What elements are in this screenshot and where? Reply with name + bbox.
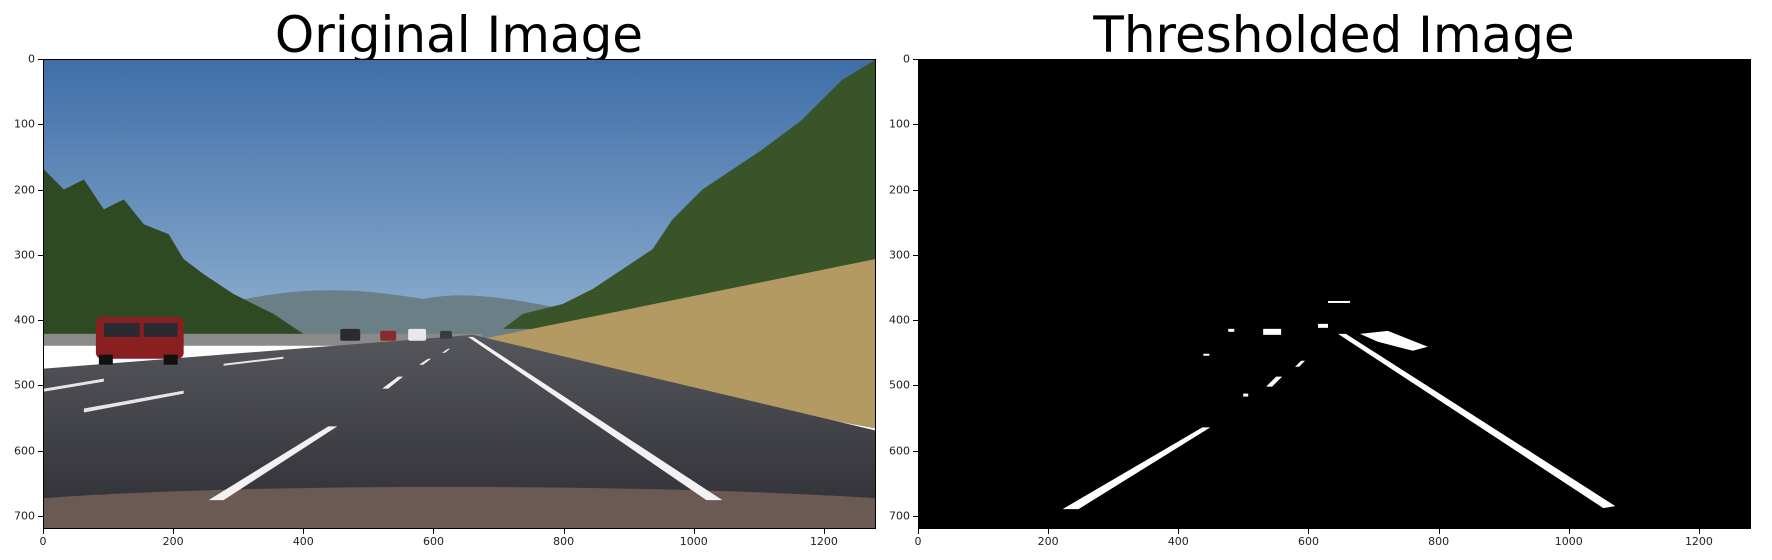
mask-speck-3 xyxy=(1318,323,1329,328)
thresholded-x-tick-label: 1000 xyxy=(1554,535,1583,548)
original-x-tick-label: 0 xyxy=(39,535,47,548)
original-x-tick-label: 400 xyxy=(292,535,314,548)
original-x-tick-mark xyxy=(43,529,44,534)
left-lane-dash-3 xyxy=(419,358,432,365)
road-foreground-edge xyxy=(44,486,875,528)
far-lane-dash-2 xyxy=(44,378,104,392)
left-trees xyxy=(44,169,304,344)
far-lane-dash-1 xyxy=(83,390,184,413)
thresholded-y-tick-mark xyxy=(913,450,918,452)
dark-car xyxy=(340,328,361,341)
left-lane-dash-2 xyxy=(382,376,404,389)
left-lane-dash-4 xyxy=(442,348,451,353)
original-y-tick-label: 200 xyxy=(14,183,35,197)
binary-lane-mask xyxy=(919,60,1750,528)
original-y-tick-mark xyxy=(38,385,43,387)
original-y-tick-label: 500 xyxy=(14,378,35,392)
right-lane-line xyxy=(467,336,723,501)
thresholded-x-tick-label: 400 xyxy=(1167,535,1189,548)
thresholded-image-panel xyxy=(918,59,1751,529)
thresholded-x-tick-mark xyxy=(1308,529,1310,534)
right-trees xyxy=(502,60,875,329)
thresholded-y-tick-mark xyxy=(913,124,918,126)
thresholded-x-tick-label: 800 xyxy=(1428,535,1450,548)
original-y-tick-label: 600 xyxy=(14,444,35,458)
mask-speck-5 xyxy=(1203,353,1210,356)
original-y-tick-label: 400 xyxy=(14,313,35,327)
red-suv xyxy=(95,316,184,365)
distant-hills xyxy=(223,290,563,339)
original-x-tick-label: 1200 xyxy=(809,535,838,548)
mask-right-shoulder-blob xyxy=(1359,330,1428,351)
thresholded-y-tick-label: 600 xyxy=(889,444,910,458)
thresholded-y-tick-label: 200 xyxy=(889,183,910,197)
original-x-tick-label: 200 xyxy=(162,535,184,548)
thresholded-x-tick-label: 600 xyxy=(1297,535,1319,548)
thresholded-x-tick-label: 1200 xyxy=(1684,535,1713,548)
original-x-tick-label: 800 xyxy=(553,535,575,548)
original-image-panel xyxy=(43,59,876,529)
right-grass xyxy=(482,259,875,429)
original-y-tick-mark xyxy=(38,59,43,60)
thresholded-y-tick-label: 100 xyxy=(889,117,910,131)
white-car xyxy=(408,328,427,341)
road-photo xyxy=(44,60,875,528)
far-lane-dash-3 xyxy=(223,356,284,366)
thresholded-y-tick-label: 300 xyxy=(889,248,910,262)
mask-speck-2 xyxy=(1228,328,1235,332)
left-barrier xyxy=(44,333,483,346)
original-y-tick-label: 300 xyxy=(14,248,35,262)
thresholded-x-tick-mark xyxy=(1568,529,1570,534)
original-x-tick-mark xyxy=(303,529,305,534)
thresholded-y-tick-label: 0 xyxy=(903,52,910,66)
mask-speck-6 xyxy=(1243,393,1249,397)
thresholded-y-tick-mark xyxy=(913,59,918,60)
original-y-tick-mark xyxy=(38,515,43,517)
original-y-tick-label: 100 xyxy=(14,117,35,131)
left-lane-dash-1 xyxy=(208,426,338,501)
thresholded-x-tick-label: 0 xyxy=(914,535,922,548)
mask-dash-2 xyxy=(1295,360,1306,367)
mask-dash-1 xyxy=(1266,376,1283,387)
thresholded-x-tick-mark xyxy=(918,529,919,534)
original-x-tick-mark xyxy=(693,529,695,534)
mask-speck-4 xyxy=(1328,300,1350,303)
original-y-tick-mark xyxy=(38,189,43,191)
original-y-tick-mark xyxy=(38,124,43,126)
red-car xyxy=(380,330,397,341)
original-x-tick-mark xyxy=(823,529,825,534)
thresholded-y-tick-mark xyxy=(913,385,918,387)
mask-right-lane-line xyxy=(1337,333,1616,509)
thresholded-x-tick-mark xyxy=(1178,529,1180,534)
original-x-tick-label: 1000 xyxy=(679,535,708,548)
thresholded-y-tick-label: 500 xyxy=(889,378,910,392)
thresholded-y-tick-mark xyxy=(913,515,918,517)
thresholded-y-tick-label: 400 xyxy=(889,313,910,327)
original-x-tick-mark xyxy=(173,529,175,534)
original-x-tick-mark xyxy=(563,529,565,534)
original-x-tick-label: 600 xyxy=(422,535,444,548)
thresholded-x-tick-mark xyxy=(1438,529,1440,534)
thresholded-image-title: Thresholded Image xyxy=(1093,6,1575,64)
mask-background xyxy=(919,60,1750,528)
original-y-tick-label: 0 xyxy=(28,52,35,66)
thresholded-y-tick-mark xyxy=(913,320,918,322)
thresholded-x-tick-label: 200 xyxy=(1037,535,1059,548)
original-image-title: Original Image xyxy=(274,6,644,64)
mask-speck-1 xyxy=(1263,328,1282,335)
original-x-tick-mark xyxy=(433,529,435,534)
thresholded-y-tick-mark xyxy=(913,254,918,256)
mask-left-lane-line xyxy=(1062,427,1211,510)
original-y-tick-mark xyxy=(38,450,43,452)
thresholded-y-tick-label: 700 xyxy=(889,509,910,523)
original-y-tick-mark xyxy=(38,320,43,322)
original-y-tick-label: 700 xyxy=(14,509,35,523)
thresholded-y-tick-mark xyxy=(913,189,918,191)
thresholded-x-tick-mark xyxy=(1048,529,1050,534)
thresholded-x-tick-mark xyxy=(1698,529,1700,534)
far-car xyxy=(440,330,453,339)
original-y-tick-mark xyxy=(38,254,43,256)
